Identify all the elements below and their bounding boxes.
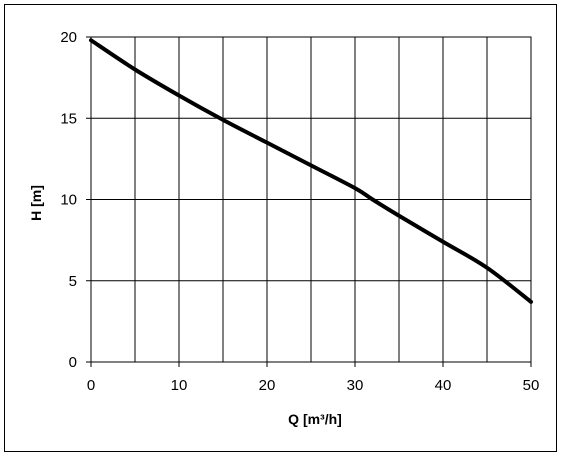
y-tick-label: 10 — [60, 192, 77, 209]
x-tick-label: 10 — [171, 377, 188, 394]
series-line — [89, 38, 533, 304]
y-axis-label: H [m] — [28, 185, 44, 221]
x-tick-label: 40 — [435, 377, 452, 394]
x-axis-label: Q [m³/h] — [288, 411, 342, 427]
y-tick-label: 0 — [69, 354, 77, 371]
y-tick-label: 5 — [69, 273, 77, 290]
grid-lines — [90, 36, 532, 363]
y-tick-label: 20 — [60, 29, 77, 46]
series-lines — [89, 38, 533, 304]
x-tick-label: 50 — [523, 377, 540, 394]
x-tick-label: 30 — [347, 377, 364, 394]
x-tick-labels: 0 10 20 30 40 50 — [87, 362, 540, 394]
chart-frame: 0 10 20 30 40 50 0 5 10 15 20 Q [m³/h] H [m] — [4, 4, 557, 452]
y-tick-label: 15 — [60, 110, 77, 127]
y-tick-labels: 0 5 10 15 20 — [60, 29, 91, 371]
line-chart: 0 10 20 30 40 50 0 5 10 15 20 Q [m³/h] H [m] — [28, 29, 540, 427]
x-tick-label: 20 — [259, 377, 276, 394]
x-tick-label: 0 — [87, 377, 95, 394]
